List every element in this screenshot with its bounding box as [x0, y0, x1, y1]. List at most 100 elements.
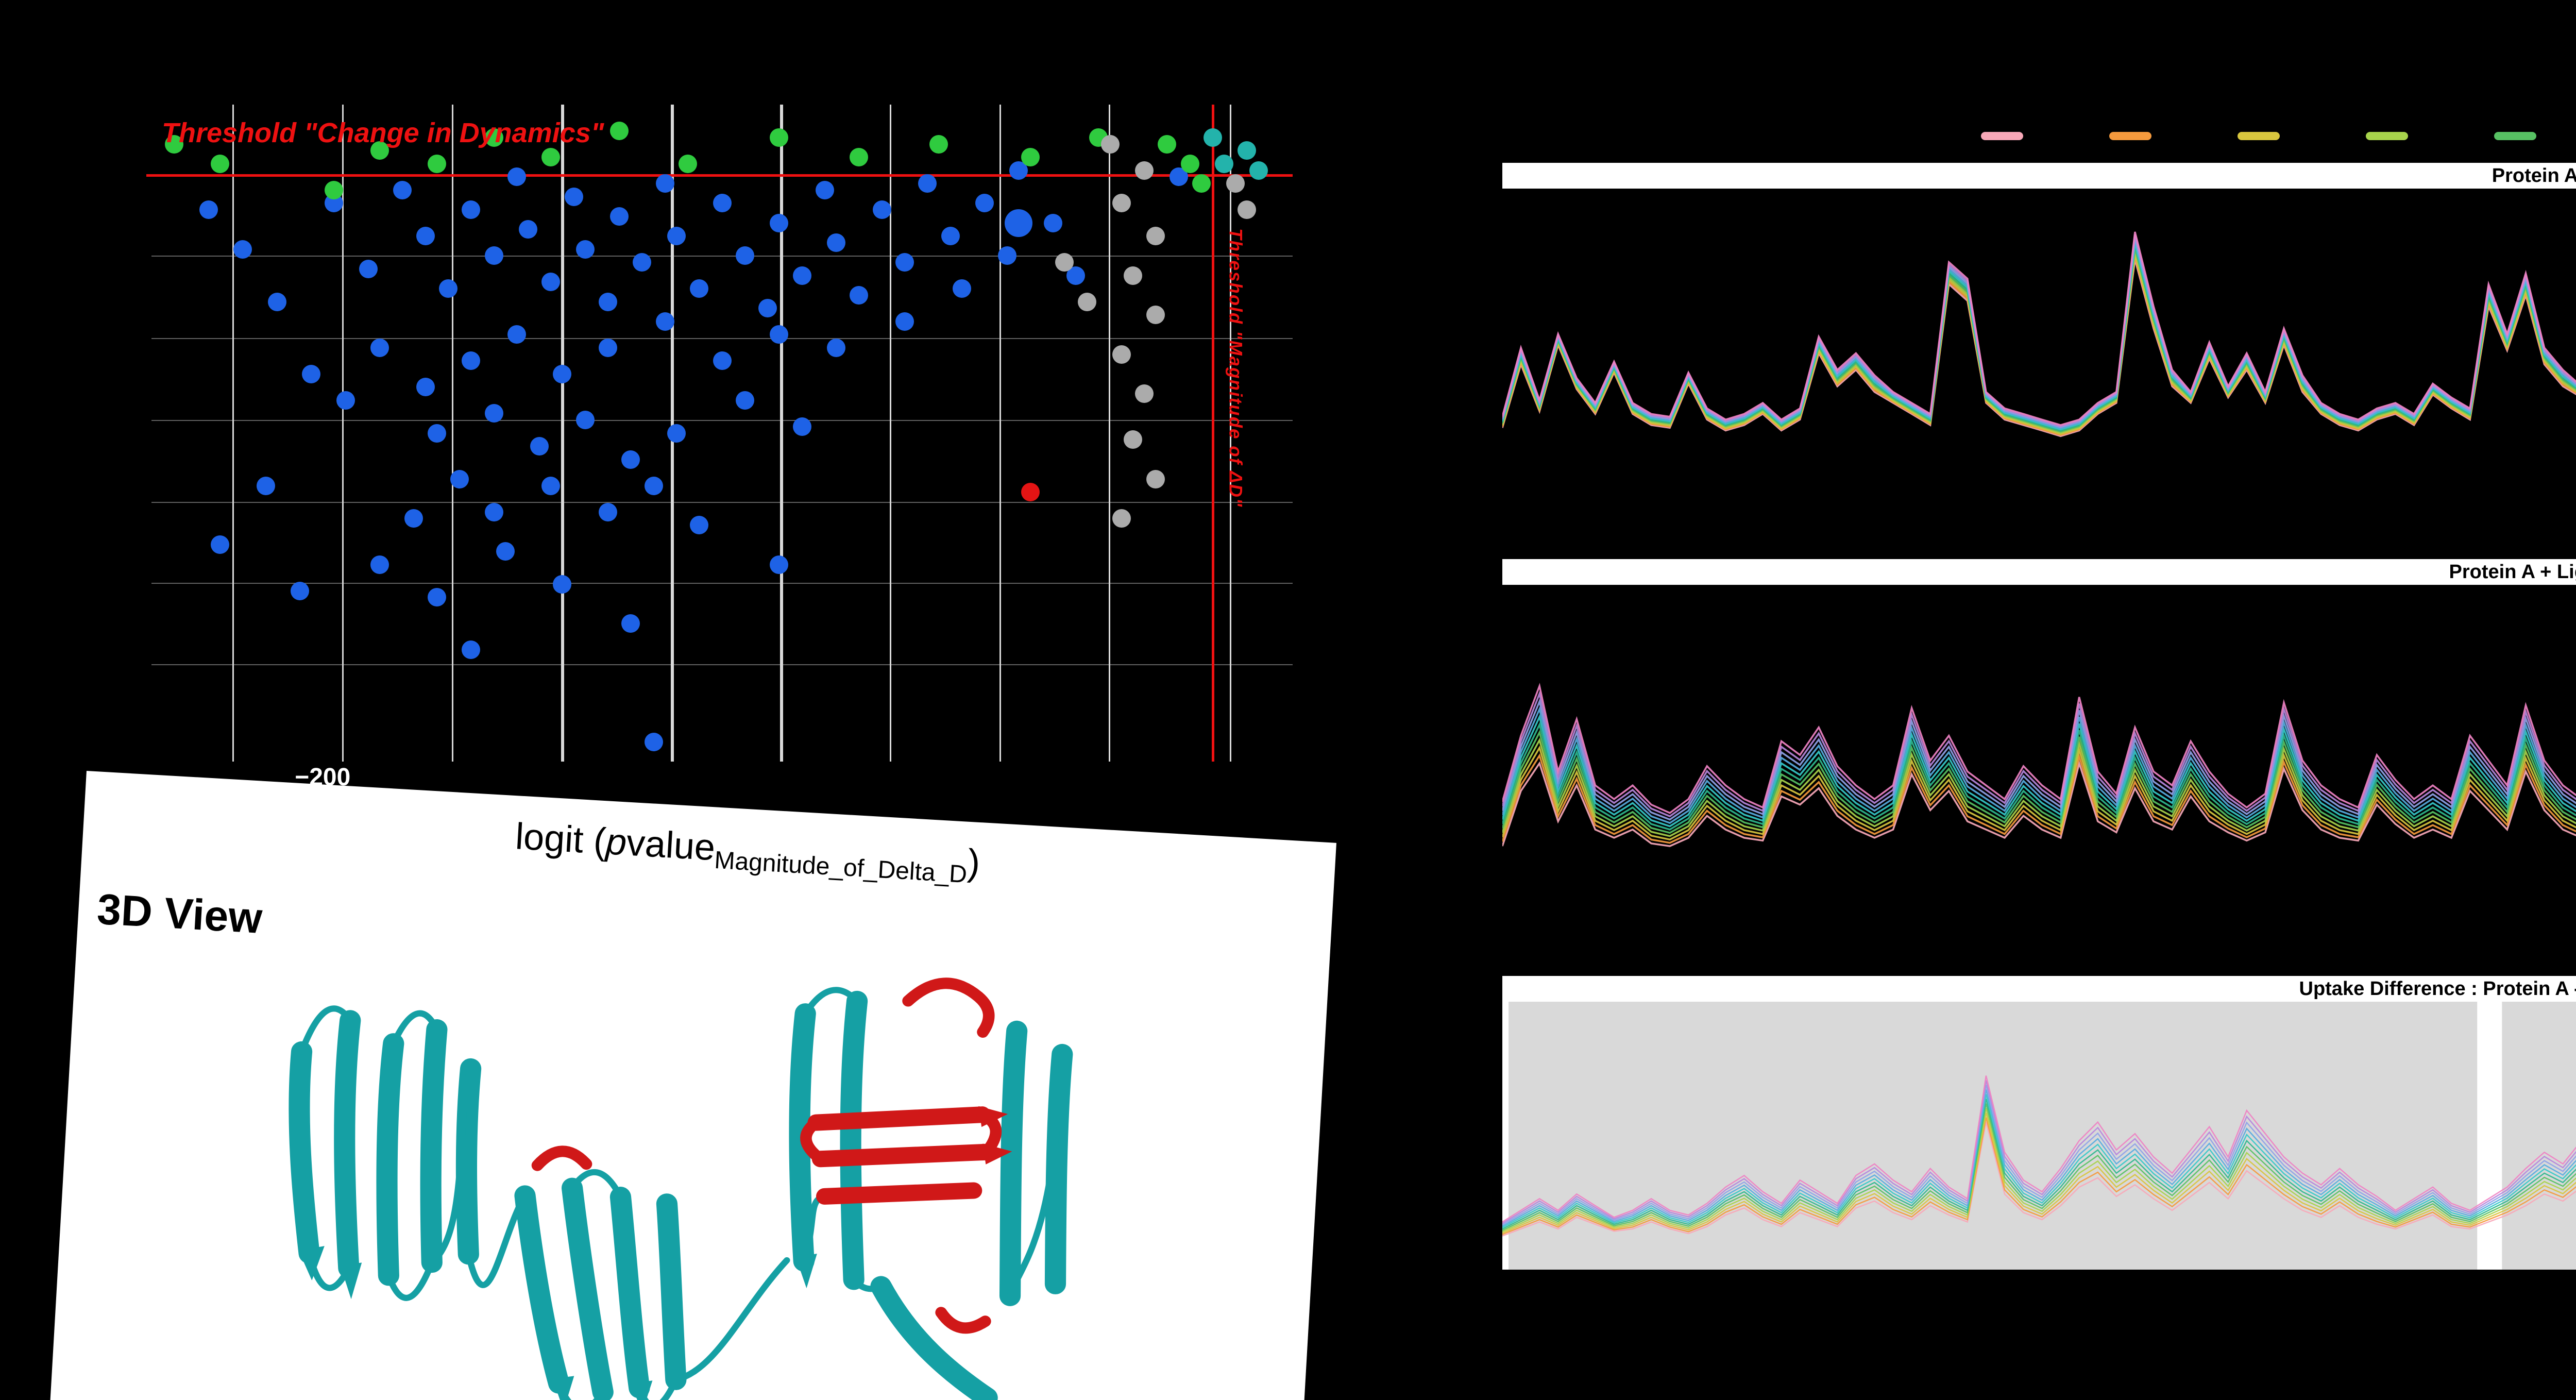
data-point[interactable]: [484, 128, 503, 147]
threshold-hline[interactable]: [146, 174, 1293, 177]
uptake-series[interactable]: [1502, 1076, 2576, 1229]
data-point[interactable]: [895, 253, 914, 272]
volcano-plot[interactable]: Threshold "Change in Dynamics" Threshold…: [146, 105, 1293, 791]
data-point[interactable]: [370, 338, 389, 357]
data-point[interactable]: [1112, 509, 1131, 528]
data-point[interactable]: [462, 351, 481, 370]
uptake-chart-protein-a-ligand[interactable]: [1502, 585, 2576, 937]
data-point[interactable]: [1238, 141, 1257, 160]
data-point[interactable]: [952, 279, 971, 298]
data-point[interactable]: [450, 469, 469, 488]
data-point[interactable]: [507, 325, 526, 344]
data-point[interactable]: [290, 581, 309, 600]
data-point[interactable]: [518, 220, 537, 239]
data-point[interactable]: [895, 312, 914, 331]
data-point[interactable]: [484, 246, 503, 265]
data-point[interactable]: [644, 732, 663, 751]
data-point[interactable]: [575, 411, 595, 429]
data-point[interactable]: [655, 174, 674, 193]
data-point[interactable]: [1146, 227, 1165, 245]
uptake-series[interactable]: [1502, 240, 2576, 428]
legend-timepoint-swatch[interactable]: [2494, 132, 2536, 140]
data-point[interactable]: [1135, 384, 1154, 403]
data-point[interactable]: [941, 227, 960, 245]
data-point[interactable]: [325, 180, 344, 199]
uptake-series[interactable]: [1502, 687, 2576, 842]
data-point[interactable]: [1123, 430, 1142, 449]
data-point[interactable]: [1021, 148, 1040, 166]
data-point[interactable]: [599, 338, 617, 357]
data-point[interactable]: [792, 417, 811, 436]
data-point[interactable]: [827, 338, 845, 357]
data-point[interactable]: [770, 213, 789, 232]
legend-timepoint-swatch[interactable]: [1981, 132, 2023, 140]
data-point[interactable]: [541, 148, 561, 166]
data-point[interactable]: [210, 154, 229, 173]
threshold-vline[interactable]: [1211, 105, 1214, 762]
uptake-series[interactable]: [1502, 248, 2576, 432]
data-point[interactable]: [1180, 154, 1199, 173]
data-point[interactable]: [770, 555, 789, 574]
data-point[interactable]: [1215, 154, 1234, 173]
data-point[interactable]: [610, 207, 629, 226]
data-point[interactable]: [553, 364, 572, 383]
data-point[interactable]: [336, 391, 355, 410]
data-point[interactable]: [564, 187, 583, 206]
data-point[interactable]: [770, 128, 789, 147]
data-point[interactable]: [210, 535, 229, 554]
data-point[interactable]: [1112, 194, 1131, 213]
uptake-series[interactable]: [1502, 614, 2576, 816]
data-point[interactable]: [621, 450, 640, 469]
data-point[interactable]: [302, 364, 321, 383]
uptake-series[interactable]: [1502, 1113, 2576, 1237]
data-point[interactable]: [1226, 174, 1245, 193]
data-point[interactable]: [690, 279, 709, 298]
legend-timepoint-swatch[interactable]: [2109, 132, 2151, 140]
uptake-series[interactable]: [1502, 243, 2576, 429]
uptake-series[interactable]: [1502, 697, 2576, 846]
data-point[interactable]: [815, 180, 834, 199]
data-point[interactable]: [1146, 469, 1165, 488]
data-point[interactable]: [1123, 266, 1142, 285]
legend-timepoint-swatch[interactable]: [2366, 132, 2408, 140]
data-point[interactable]: [507, 167, 526, 187]
data-point[interactable]: [575, 240, 595, 259]
data-point[interactable]: [735, 246, 754, 265]
data-point[interactable]: [610, 122, 629, 140]
data-point[interactable]: [1146, 306, 1165, 324]
data-point[interactable]: [713, 194, 732, 213]
uptake-series[interactable]: [1502, 617, 2576, 819]
data-point[interactable]: [1238, 200, 1257, 219]
data-point[interactable]: [713, 351, 732, 370]
uptake-series[interactable]: [1502, 1118, 2576, 1238]
uptake-series[interactable]: [1502, 1094, 2576, 1233]
structure-3d-panel[interactable]: logit (pvalueMagnitude_of_Delta_D) 3D Vi…: [47, 771, 1336, 1400]
data-point[interactable]: [553, 575, 572, 594]
uptake-series[interactable]: [1502, 1099, 2576, 1234]
data-point[interactable]: [462, 200, 481, 219]
data-point[interactable]: [1135, 161, 1154, 180]
data-point[interactable]: [199, 200, 218, 219]
data-point[interactable]: [165, 134, 184, 154]
data-point[interactable]: [496, 542, 515, 561]
legend-timepoint-swatch[interactable]: [2238, 132, 2280, 140]
data-point[interactable]: [416, 378, 435, 397]
data-point[interactable]: [427, 154, 446, 173]
data-point[interactable]: [872, 200, 891, 219]
data-point[interactable]: [918, 174, 937, 193]
data-point[interactable]: [359, 259, 378, 278]
data-point[interactable]: [827, 233, 845, 252]
data-point[interactable]: [667, 227, 686, 245]
data-point[interactable]: [850, 148, 869, 166]
data-point[interactable]: [427, 424, 446, 443]
uptake-series[interactable]: [1502, 647, 2576, 830]
data-point[interactable]: [667, 424, 686, 443]
data-point[interactable]: [655, 312, 674, 331]
uptake-series[interactable]: [1502, 246, 2576, 431]
data-point[interactable]: [1203, 128, 1222, 147]
data-point[interactable]: [541, 273, 561, 292]
uptake-series[interactable]: [1502, 1085, 2576, 1231]
data-point[interactable]: [679, 154, 698, 173]
data-point[interactable]: [1100, 134, 1120, 154]
uptake-series[interactable]: [1502, 1090, 2576, 1232]
